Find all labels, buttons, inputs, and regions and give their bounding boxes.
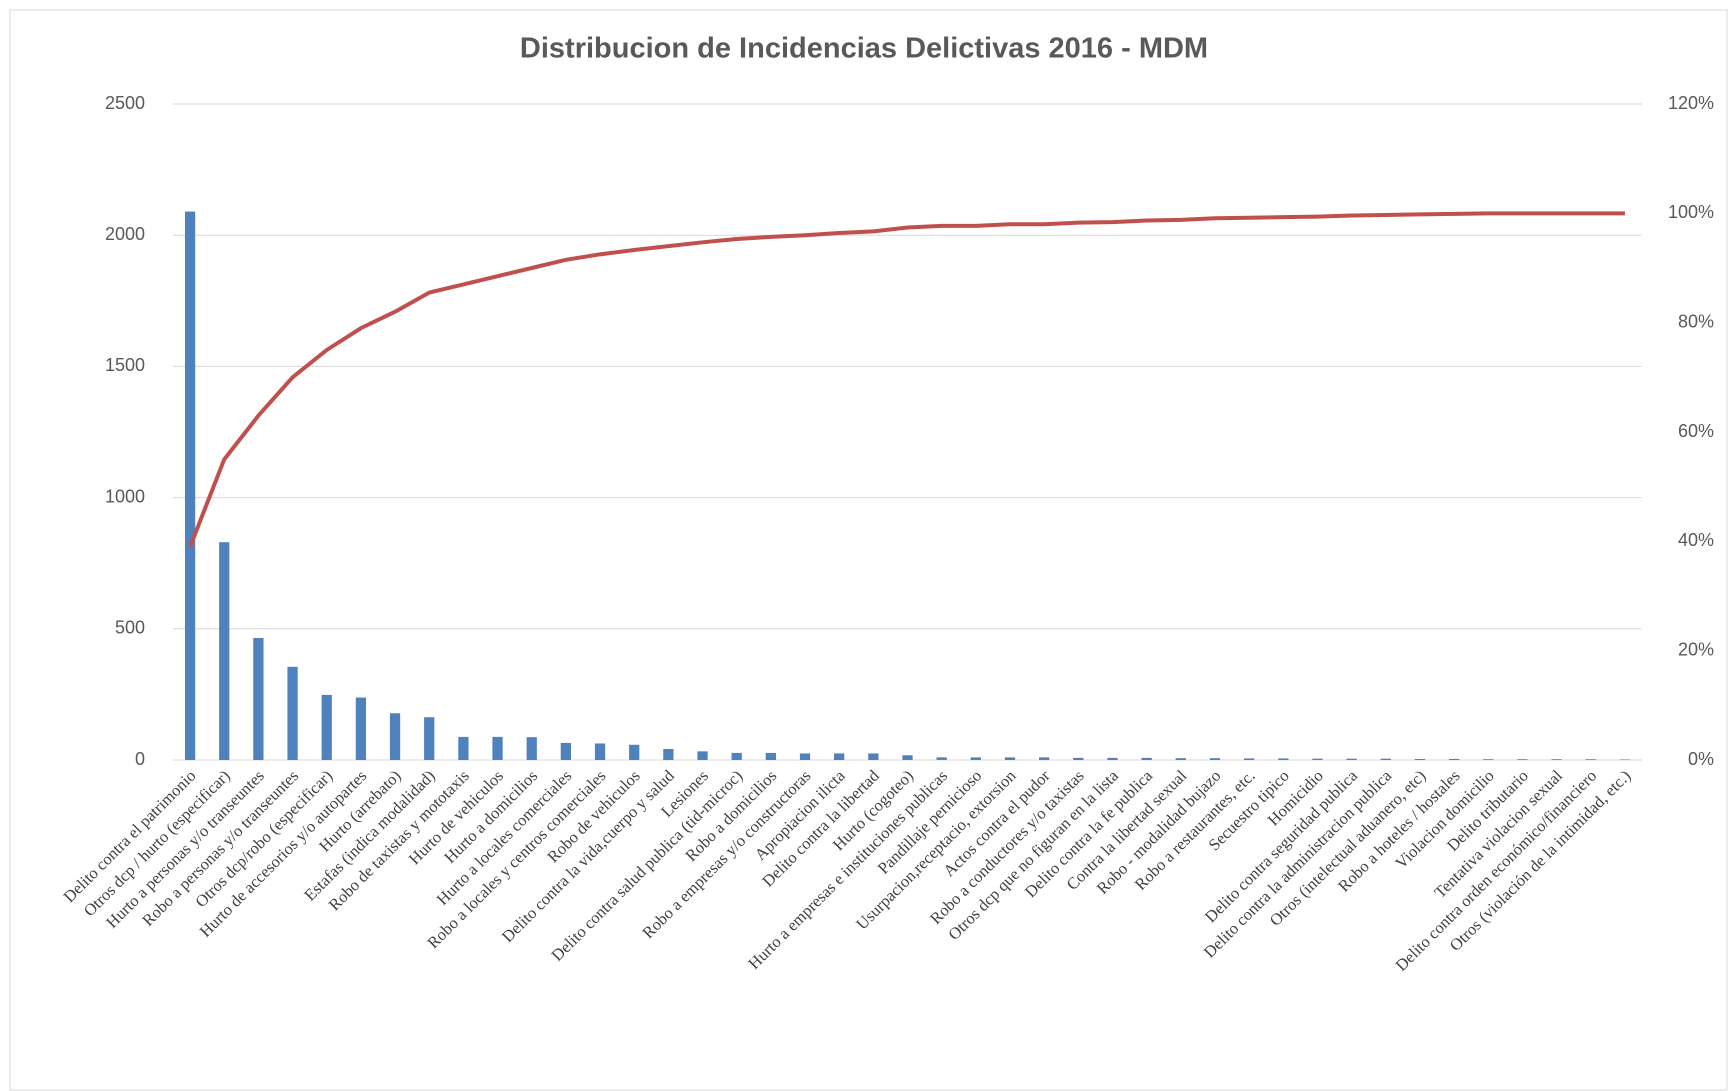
- bar: [663, 748, 674, 760]
- bar: [594, 743, 606, 760]
- bar: [970, 757, 981, 760]
- y2-tick-label: 100%: [1668, 202, 1714, 222]
- y2-tick-label: 80%: [1678, 311, 1714, 331]
- y-tick-label: 1500: [105, 355, 145, 375]
- bar: [765, 752, 776, 760]
- bar: [629, 744, 640, 760]
- y2-tick-label: 20%: [1678, 639, 1714, 659]
- bar: [184, 211, 196, 761]
- y-tick-label: 2000: [105, 224, 145, 244]
- bar: [1448, 758, 1460, 760]
- y2-tick-label: 40%: [1678, 530, 1714, 550]
- bar: [424, 717, 435, 760]
- y2-tick-label: 60%: [1678, 421, 1714, 441]
- bar: [355, 697, 367, 760]
- bar: [321, 694, 332, 760]
- bar: [1312, 758, 1323, 760]
- bar: [1517, 759, 1528, 760]
- chart-title: Distribucion de Incidencias Delictivas 2…: [520, 33, 1208, 65]
- bar: [1380, 758, 1391, 760]
- bar: [1585, 759, 1596, 760]
- bar: [1141, 757, 1152, 760]
- y-tick-label: 2500: [105, 93, 145, 113]
- chart-frame: [9, 9, 1728, 1091]
- bar: [1278, 758, 1289, 760]
- y-tick-label: 500: [115, 618, 145, 638]
- bar: [526, 737, 537, 760]
- bar: [389, 713, 401, 760]
- bar: [834, 753, 845, 760]
- bar: [1004, 757, 1016, 760]
- bar: [492, 736, 503, 760]
- bar: [458, 736, 469, 760]
- bar: [731, 752, 742, 760]
- cumulative-line: [188, 211, 1625, 548]
- bar: [1107, 757, 1118, 760]
- bar: [1039, 757, 1050, 760]
- bar: [902, 755, 913, 760]
- y-tick-label: 1000: [105, 486, 145, 506]
- bar: [868, 753, 879, 760]
- y2-tick-label: 120%: [1668, 93, 1714, 113]
- bar: [1551, 759, 1562, 760]
- bar: [1073, 757, 1084, 760]
- bar: [287, 666, 298, 760]
- bar: [1483, 759, 1494, 760]
- bar: [1619, 759, 1631, 760]
- y-tick-label: 0: [135, 749, 145, 769]
- bar: [560, 742, 571, 760]
- bar: [1175, 758, 1186, 760]
- bar: [1209, 758, 1221, 760]
- bar: [1346, 758, 1357, 760]
- bar: [799, 753, 811, 760]
- bar: [219, 542, 230, 760]
- bar: [936, 757, 947, 760]
- bar: [253, 637, 264, 760]
- y2-tick-label: 0%: [1688, 749, 1714, 769]
- bar: [697, 751, 708, 760]
- bar: [1244, 758, 1255, 760]
- bar: [1414, 758, 1426, 760]
